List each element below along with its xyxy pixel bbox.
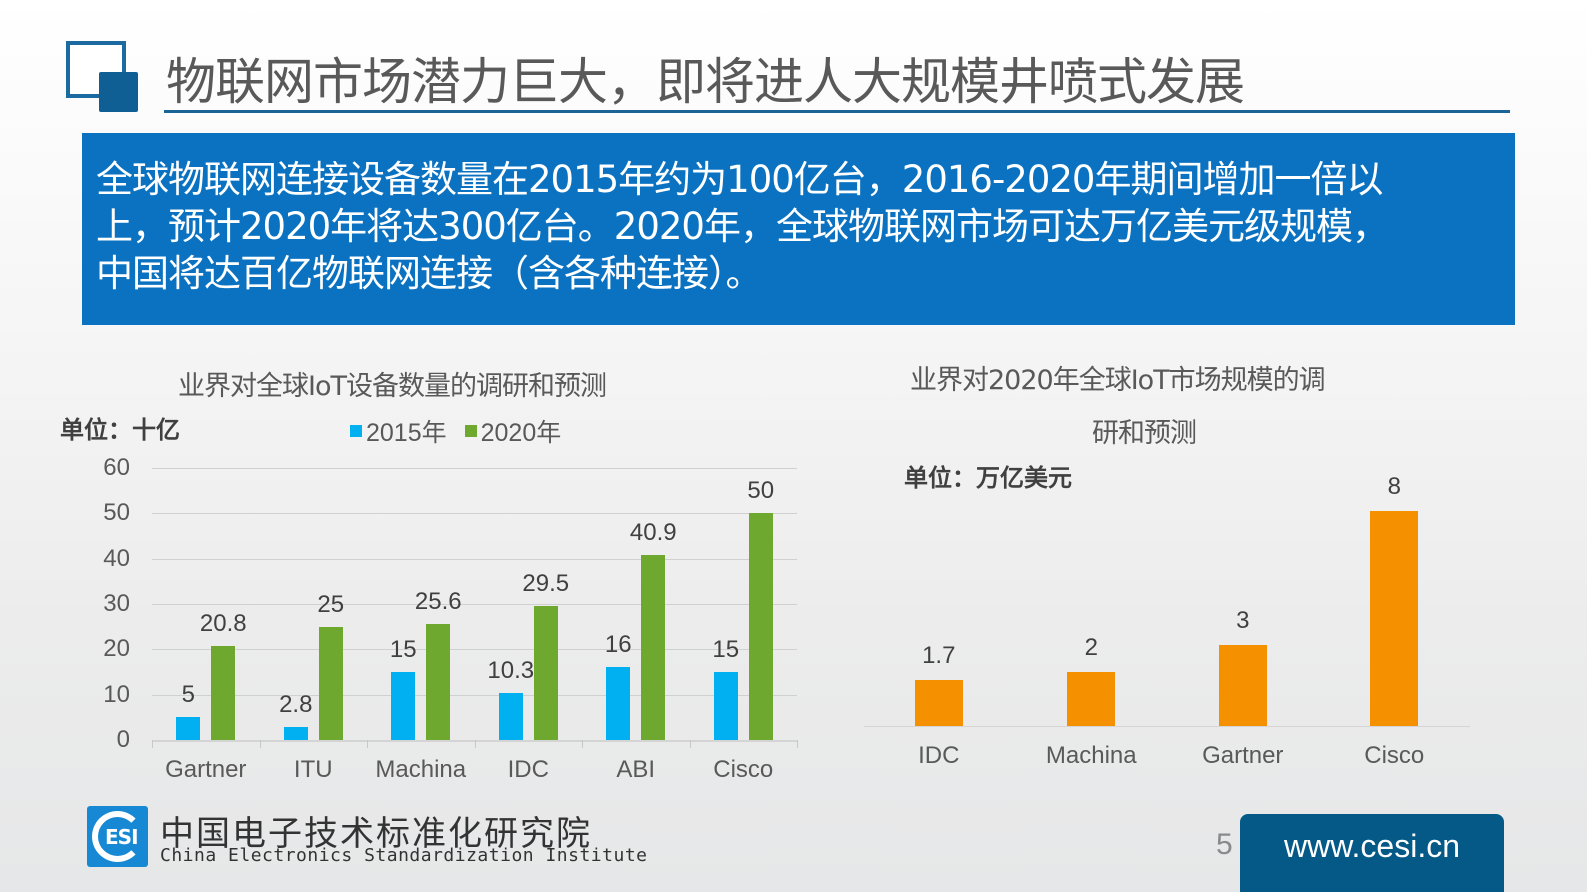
- data-label: 3: [1236, 607, 1250, 635]
- data-label: 25: [317, 590, 345, 618]
- data-label: 40.9: [629, 518, 677, 546]
- gridline: [152, 604, 797, 605]
- summary-line: 中国将达百亿物联网连接（含各种连接）。: [96, 252, 763, 295]
- bar-2015: [283, 727, 308, 740]
- market-bar: [1218, 645, 1267, 726]
- y-tick-label: 60: [103, 454, 130, 481]
- market-bar: [1370, 511, 1419, 726]
- legend-item-2015: 2015年: [350, 413, 447, 449]
- gridline: [152, 694, 797, 696]
- legend-swatch-icon: [464, 425, 477, 437]
- unit-label: 单位：十亿: [60, 416, 180, 444]
- legend-label: 2015年: [366, 419, 447, 447]
- chart-legend: 2015年 2020年: [350, 413, 561, 449]
- x-category-label: Gartner: [1202, 742, 1284, 769]
- chart-title-line-1: 业界对2020年全球IoT市场规模的调: [910, 365, 1326, 396]
- market-bar: [914, 680, 963, 726]
- x-tick-mark: [689, 740, 691, 748]
- unit-label: 单位：万亿美元: [904, 464, 1072, 492]
- x-tick-mark: [367, 740, 368, 748]
- data-label: 1.7: [922, 642, 956, 670]
- summary-banner: [82, 133, 1515, 325]
- slide-title: 物联网市场潜力巨大，即将进人大规模井喷式发展: [166, 53, 1245, 111]
- bar-2015: [176, 717, 201, 740]
- bar-2015: [713, 672, 738, 740]
- y-tick-label: 50: [103, 499, 130, 527]
- data-label: 25.6: [414, 587, 462, 615]
- x-category-label: Machina: [1045, 742, 1137, 769]
- x-tick-mark: [259, 740, 261, 748]
- page-number: 5: [1216, 828, 1233, 861]
- bar-2020: [533, 606, 558, 740]
- gridline: [152, 513, 797, 515]
- data-label: 20.8: [199, 609, 247, 637]
- y-tick-label: 0: [116, 726, 130, 753]
- x-tick-mark: [474, 740, 476, 748]
- x-category-label: Machina: [375, 756, 467, 783]
- org-name-en: China Electronics Standardization Instit…: [160, 845, 648, 866]
- data-label: 29.5: [522, 570, 570, 598]
- title-logo-fill-icon: [99, 72, 138, 112]
- y-tick-label: 20: [103, 635, 130, 663]
- x-tick-mark: [582, 740, 583, 748]
- data-label: 16: [604, 631, 632, 659]
- logo-text: ESI: [105, 825, 139, 849]
- x-category-label: Gartner: [165, 756, 247, 783]
- title-logo-outline-icon: [66, 41, 126, 98]
- summary-line: 全球物联网连接设备数量在2015年约为100亿台，2016-2020年期间增加一…: [96, 158, 1383, 201]
- y-tick-label: 40: [103, 544, 130, 572]
- summary-text: 全球物联网连接设备数量在2015年约为100亿台，2016-2020年期间增加一…: [96, 156, 1506, 297]
- title-divider: [164, 110, 1510, 113]
- legend-item-2020: 2020年: [464, 413, 562, 449]
- x-category-label: IDC: [918, 742, 960, 769]
- org-name-cn: 中国电子技术标准化研究院: [160, 814, 592, 854]
- chart-title: 业界对全球IoT设备数量的调研和预测: [178, 371, 607, 402]
- website-link[interactable]: www.cesi.cn: [1283, 828, 1461, 864]
- data-label: 10.3: [487, 657, 535, 685]
- url-badge[interactable]: [1240, 814, 1504, 892]
- data-label: 5: [181, 681, 195, 709]
- market-bar: [1067, 672, 1116, 726]
- legend-label: 2020年: [480, 419, 562, 447]
- bar-2020: [641, 554, 666, 740]
- x-category-label: ITU: [293, 756, 333, 783]
- y-tick-label: 30: [103, 590, 130, 617]
- bar-2020: [318, 626, 343, 740]
- x-tick-mark: [797, 740, 798, 748]
- x-category-label: Cisco: [1364, 742, 1425, 769]
- bar-2020: [748, 513, 773, 740]
- x-category-label: ABI: [616, 756, 656, 783]
- data-label: 2: [1084, 634, 1098, 662]
- data-label: 8: [1387, 473, 1401, 500]
- data-label: 15: [389, 636, 417, 663]
- x-axis: [864, 726, 1470, 727]
- x-category-label: IDC: [507, 756, 549, 783]
- bar-2015: [391, 672, 416, 740]
- data-label: 15: [712, 636, 740, 663]
- bar-2020: [211, 645, 236, 740]
- legend-swatch-icon: [350, 425, 362, 437]
- chart-title-line-2: 研和预测: [1092, 418, 1197, 449]
- gridline: [152, 649, 797, 651]
- gridline: [152, 468, 797, 469]
- bar-2015: [498, 693, 523, 740]
- summary-line: 上，预计2020年将达300亿台。2020年，全球物联网市场可达万亿美元级规模，: [96, 205, 1389, 248]
- logo-ring-icon: [92, 811, 143, 862]
- data-label: 2.8: [279, 691, 313, 719]
- gridline: [152, 558, 797, 560]
- cesi-logo-icon: ESI: [87, 806, 148, 867]
- x-category-label: Cisco: [713, 756, 774, 783]
- bar-2020: [426, 623, 451, 740]
- y-tick-label: 10: [103, 680, 130, 708]
- bar-2015: [606, 667, 631, 740]
- data-label: 50: [747, 477, 775, 505]
- x-tick-mark: [152, 740, 153, 748]
